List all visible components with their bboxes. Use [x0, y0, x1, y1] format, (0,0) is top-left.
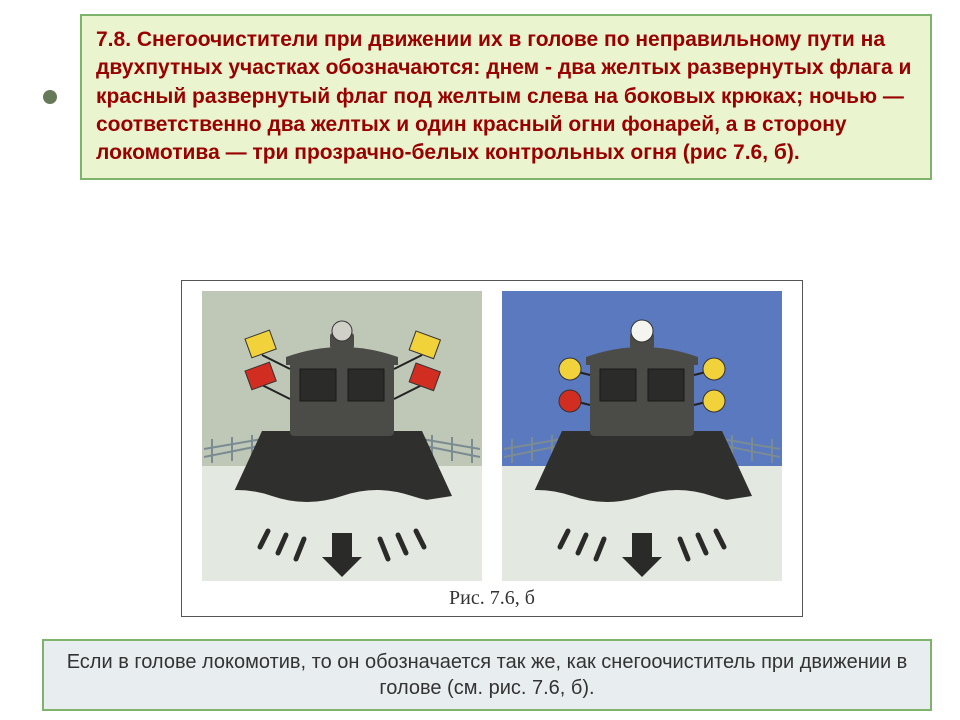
headlamp-day: [332, 321, 352, 341]
slide-bullet: [43, 90, 57, 104]
figure-svg: [182, 281, 802, 616]
light-left-top: [559, 358, 581, 380]
regulation-text: 7.8. Снегоочистители при движении их в г…: [96, 28, 911, 164]
panel-day: [202, 291, 482, 581]
figure-caption: Рис. 7.6, б: [449, 587, 535, 610]
headlamp-night: [631, 320, 653, 342]
regulation-text-box: 7.8. Снегоочистители при движении их в г…: [80, 14, 932, 180]
light-right-bottom: [703, 390, 725, 412]
note-text: Если в голове локомотив, то он обозначае…: [67, 651, 908, 699]
panel-night: [502, 291, 782, 581]
light-right-top: [703, 358, 725, 380]
figure-container: Рис. 7.6, б: [181, 280, 803, 617]
note-box: Если в голове локомотив, то он обозначае…: [42, 639, 932, 711]
light-left-bottom: [559, 390, 581, 412]
